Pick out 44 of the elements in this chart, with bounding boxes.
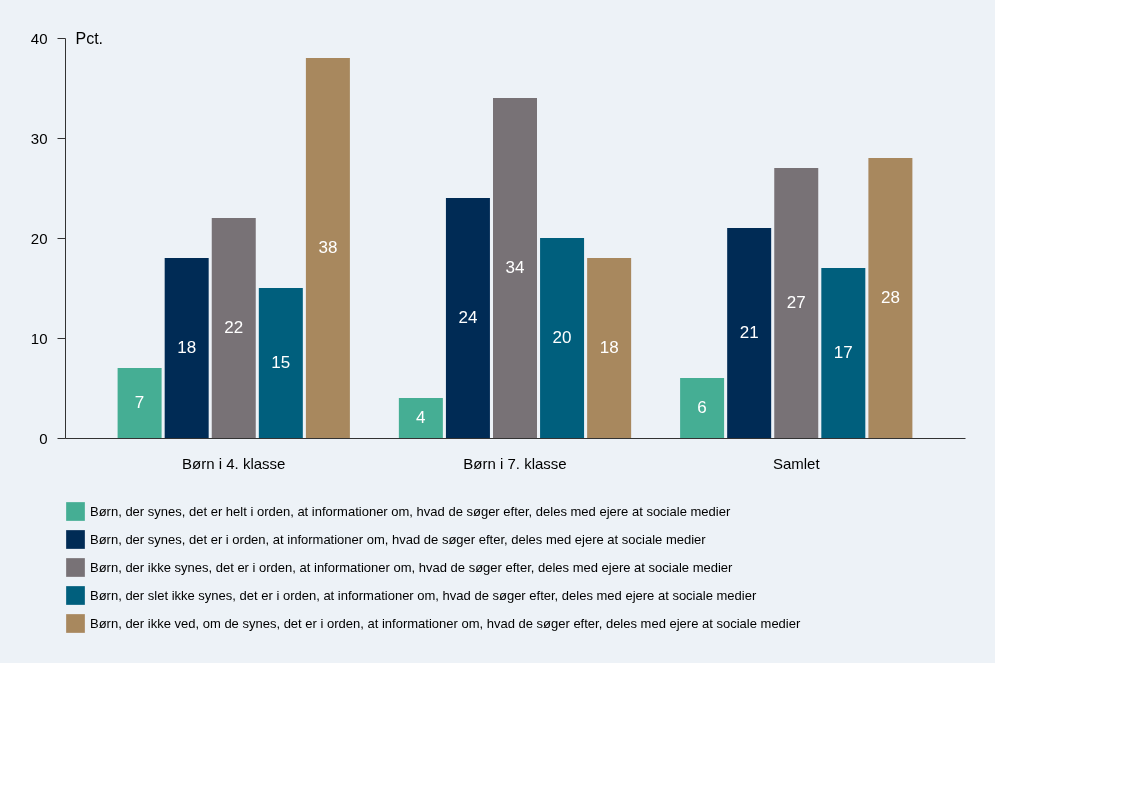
data-label: 18	[177, 338, 197, 357]
legend-label: Børn, der ikke ved, om de synes, det er i orden, at informationer om, hvad de søger efter, deles med ejere at sociale medier	[90, 615, 801, 631]
data-label: 38	[318, 238, 338, 257]
bar	[117, 368, 162, 438]
data-label: 28	[880, 288, 900, 307]
bar	[445, 198, 490, 438]
data-label: 27	[786, 293, 806, 312]
data-label: 20	[552, 328, 572, 347]
y-tick-label: 30	[30, 129, 48, 147]
data-label: 22	[224, 318, 244, 337]
data-label: 34	[505, 258, 525, 277]
legend-label: Børn, der synes, det er i orden, at informationer om, hvad de søger efter, deles med ejere at sociale medier	[90, 531, 707, 547]
bar	[540, 238, 585, 438]
data-label: 17	[833, 343, 853, 362]
bar	[587, 258, 632, 438]
bar	[305, 58, 350, 438]
x-tick-label: Børn i 7. klasse	[463, 454, 567, 472]
bar	[211, 218, 256, 438]
bar	[821, 268, 866, 438]
y-tick-label: 40	[30, 29, 48, 47]
y-tick-label: 20	[30, 229, 48, 247]
bar	[868, 158, 913, 438]
data-label: 15	[271, 353, 291, 372]
legend-label: Børn, der ikke synes, det er i orden, at informationer om, hvad de søger efter, deles med ejere at sociale medier	[90, 559, 734, 575]
y-tick-label: 0	[39, 429, 48, 447]
bar	[493, 98, 537, 438]
legend-label: Børn, der slet ikke synes, det er i orden, at informationer om, hvad de søger efter, deles med ejere at sociale medier	[90, 587, 757, 603]
bar	[164, 258, 209, 438]
bar	[680, 378, 725, 438]
y-tick-label: 10	[30, 329, 48, 347]
data-label: 4	[416, 408, 426, 427]
bar	[727, 228, 772, 438]
data-label: 7	[134, 393, 145, 412]
y-axis-title: Pct.	[75, 29, 104, 47]
data-label: 6	[697, 398, 707, 417]
x-tick-label: Børn i 4. klasse	[182, 454, 286, 472]
bar	[398, 398, 443, 438]
x-tick-label: Samlet	[772, 454, 821, 472]
data-label: 21	[739, 323, 759, 342]
legend-label: Børn, der synes, det er helt i orden, at informationer om, hvad de søger efter, deles med ejere at sociale medier	[90, 503, 731, 519]
bar	[258, 288, 303, 438]
data-label: 24	[458, 308, 478, 327]
bar	[774, 168, 819, 438]
data-label: 18	[599, 338, 619, 357]
